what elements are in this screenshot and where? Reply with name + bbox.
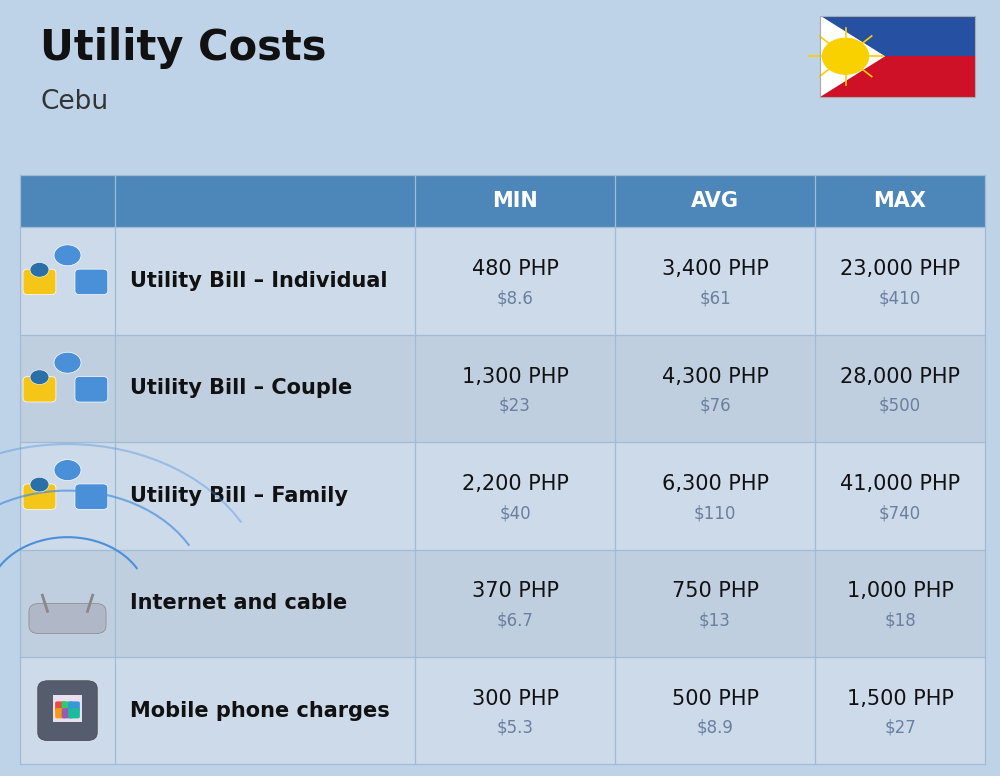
- Text: 41,000 PHP: 41,000 PHP: [840, 474, 960, 494]
- Text: Utility Bill – Family: Utility Bill – Family: [130, 486, 348, 506]
- Text: Internet and cable: Internet and cable: [130, 594, 347, 613]
- FancyBboxPatch shape: [29, 604, 106, 633]
- Text: Cebu: Cebu: [40, 89, 108, 116]
- FancyBboxPatch shape: [62, 702, 73, 712]
- Text: $410: $410: [879, 289, 921, 307]
- FancyBboxPatch shape: [23, 484, 56, 509]
- Text: $27: $27: [884, 719, 916, 737]
- FancyBboxPatch shape: [23, 376, 56, 402]
- Text: MAX: MAX: [874, 191, 926, 211]
- FancyBboxPatch shape: [815, 175, 985, 227]
- FancyBboxPatch shape: [20, 657, 985, 764]
- Text: 2,200 PHP: 2,200 PHP: [462, 474, 568, 494]
- Circle shape: [822, 38, 869, 74]
- Text: 23,000 PHP: 23,000 PHP: [840, 259, 960, 279]
- Polygon shape: [820, 16, 885, 97]
- Text: $6.7: $6.7: [497, 611, 533, 629]
- Text: $40: $40: [499, 504, 531, 522]
- Text: AVG: AVG: [691, 191, 739, 211]
- Text: $18: $18: [884, 611, 916, 629]
- Text: $740: $740: [879, 504, 921, 522]
- Text: $5.3: $5.3: [496, 719, 534, 737]
- FancyBboxPatch shape: [75, 269, 108, 295]
- Text: $23: $23: [499, 397, 531, 414]
- Text: Utility Bill – Couple: Utility Bill – Couple: [130, 379, 352, 398]
- Text: 1,000 PHP: 1,000 PHP: [847, 581, 953, 601]
- Circle shape: [30, 370, 49, 385]
- Circle shape: [54, 459, 81, 480]
- Text: $76: $76: [699, 397, 731, 414]
- FancyBboxPatch shape: [20, 175, 415, 227]
- Text: 500 PHP: 500 PHP: [672, 689, 759, 708]
- FancyBboxPatch shape: [68, 708, 80, 719]
- Text: 750 PHP: 750 PHP: [672, 581, 759, 601]
- Text: $8.9: $8.9: [697, 719, 733, 737]
- Text: 480 PHP: 480 PHP: [472, 259, 558, 279]
- FancyBboxPatch shape: [55, 708, 67, 719]
- FancyBboxPatch shape: [23, 269, 56, 295]
- Text: Utility Bill – Individual: Utility Bill – Individual: [130, 271, 388, 291]
- FancyBboxPatch shape: [20, 227, 985, 334]
- Circle shape: [54, 244, 81, 265]
- Text: $8.6: $8.6: [497, 289, 533, 307]
- FancyBboxPatch shape: [62, 708, 73, 719]
- FancyBboxPatch shape: [75, 376, 108, 402]
- FancyBboxPatch shape: [20, 334, 985, 442]
- Text: $13: $13: [699, 611, 731, 629]
- FancyBboxPatch shape: [820, 16, 975, 97]
- FancyBboxPatch shape: [38, 681, 97, 740]
- Text: 3,400 PHP: 3,400 PHP: [662, 259, 768, 279]
- Text: 28,000 PHP: 28,000 PHP: [840, 366, 960, 386]
- Text: MIN: MIN: [492, 191, 538, 211]
- Text: $61: $61: [699, 289, 731, 307]
- FancyBboxPatch shape: [820, 57, 975, 97]
- FancyBboxPatch shape: [75, 484, 108, 509]
- Text: $110: $110: [694, 504, 736, 522]
- Text: 4,300 PHP: 4,300 PHP: [662, 366, 768, 386]
- Circle shape: [30, 477, 49, 492]
- Text: 6,300 PHP: 6,300 PHP: [662, 474, 769, 494]
- Text: Mobile phone charges: Mobile phone charges: [130, 701, 390, 721]
- Circle shape: [30, 262, 49, 277]
- FancyBboxPatch shape: [615, 175, 815, 227]
- Text: 300 PHP: 300 PHP: [472, 689, 558, 708]
- FancyBboxPatch shape: [53, 695, 82, 722]
- FancyBboxPatch shape: [68, 702, 80, 712]
- FancyBboxPatch shape: [55, 702, 67, 712]
- FancyBboxPatch shape: [20, 549, 985, 657]
- FancyBboxPatch shape: [415, 175, 615, 227]
- Text: $500: $500: [879, 397, 921, 414]
- Text: Utility Costs: Utility Costs: [40, 27, 326, 69]
- Circle shape: [54, 352, 81, 373]
- FancyBboxPatch shape: [20, 442, 985, 549]
- Text: 1,300 PHP: 1,300 PHP: [462, 366, 568, 386]
- FancyBboxPatch shape: [820, 16, 975, 57]
- Text: 1,500 PHP: 1,500 PHP: [847, 689, 953, 708]
- Text: 370 PHP: 370 PHP: [472, 581, 558, 601]
